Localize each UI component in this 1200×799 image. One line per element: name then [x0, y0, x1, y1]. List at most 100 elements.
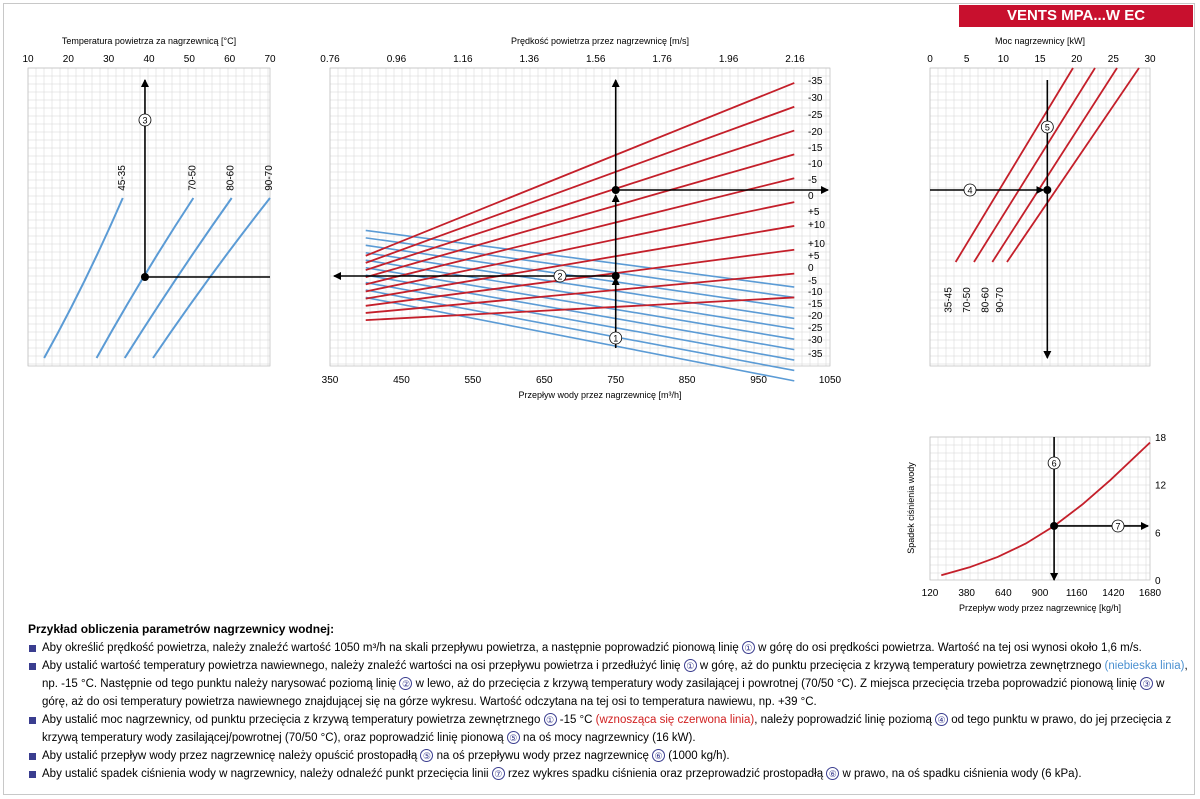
pressure-x-tick: 640 — [995, 588, 1012, 599]
notes-list: Aby określić prędkość powietrza, należy … — [28, 639, 1188, 783]
step-1-label-circle — [609, 331, 623, 345]
note-item: Aby określić prędkość powietrza, należy … — [28, 639, 1188, 657]
step-4-label: 4 — [967, 186, 972, 196]
note-text-part: Aby ustalić spadek ciśnienia wody w nagr… — [42, 768, 492, 780]
blue-line-label: -30 — [808, 335, 823, 346]
air-temp-line-+10 — [365, 229, 795, 288]
power-tick-label: 10 — [998, 54, 1010, 65]
temp-curve-label: 45-35 — [117, 165, 128, 191]
step-number-badge: ⑥ — [826, 767, 840, 781]
pressure-panel-grid — [929, 436, 1150, 580]
pressure-x-tick: 380 — [958, 588, 975, 599]
velocity-tick-label: 1.96 — [719, 54, 739, 65]
blue-line-label: -5 — [808, 276, 817, 287]
power-tick-label: 30 — [1144, 54, 1156, 65]
flow-tick-label: 950 — [750, 375, 767, 386]
page-frame — [3, 3, 1195, 795]
air-temp-line-+5 — [365, 237, 795, 299]
step-number-badge: ① — [543, 713, 557, 727]
temp-tick-label: 40 — [143, 54, 155, 65]
blue-line-label: -20 — [808, 311, 823, 322]
grid-border — [329, 67, 831, 367]
power-curve-label: 90-70 — [995, 287, 1006, 313]
water-temp-line--5 — [365, 225, 795, 300]
step-5-label-circle — [1040, 120, 1054, 134]
step-1-label: 1 — [613, 334, 618, 344]
red-line-label: +5 — [808, 207, 820, 218]
air-temp-line--35 — [365, 296, 795, 382]
water-temp-line--30 — [365, 105, 795, 264]
power-curve-label: 70-50 — [962, 287, 973, 313]
step-3-label: 3 — [142, 116, 147, 126]
power-curve-35-45 — [954, 67, 1074, 263]
note-text-part: w prawo, na oś spadku ciśnienia wody (6 … — [839, 768, 1082, 780]
temp-curve-label: 70-50 — [187, 165, 198, 191]
power-tick-label: 25 — [1108, 54, 1120, 65]
note-text-part: Aby ustalić moc nagrzewnicy, od punktu p… — [42, 714, 544, 726]
power-tick-label: 15 — [1034, 54, 1046, 65]
water-temp-line--15 — [365, 177, 795, 286]
step-number-badge: ⑤ — [420, 749, 434, 763]
blue-line-label: -35 — [808, 349, 823, 360]
red-line-label: -20 — [808, 127, 823, 138]
velocity-tick-label: 1.56 — [586, 54, 606, 65]
power-curve-70-50 — [973, 67, 1096, 263]
velocity-axis-title: Prędkość powietrza przez nagrzewnicę [m/… — [511, 36, 689, 46]
power-curve-90-70 — [1006, 67, 1140, 263]
blue-line-label: -10 — [808, 287, 823, 298]
step-number-badge: ⑤ — [506, 731, 520, 745]
red-line-label: -5 — [808, 175, 817, 186]
step-number-badge: ⑦ — [491, 767, 505, 781]
velocity-tick-label: 1.16 — [453, 54, 473, 65]
temp-tick-label: 10 — [22, 54, 34, 65]
red-line-label: -10 — [808, 159, 823, 170]
step-number-badge: ① — [683, 659, 697, 673]
step-number-badge: ③ — [1139, 677, 1153, 691]
pressure-y-tick: 12 — [1155, 481, 1167, 492]
flow-tick-label: 650 — [536, 375, 553, 386]
note-text-part: na oś mocy nagrzewnicy (16 kW). — [519, 732, 696, 744]
air-temp-line--10 — [365, 259, 795, 330]
flow-axis-title: Przepływ wody przez nagrzewnicę [m³/h] — [518, 390, 681, 400]
step-2-label-circle — [553, 269, 567, 283]
pressure-y-tick: 18 — [1155, 433, 1167, 444]
grid-border — [929, 436, 1151, 581]
note-item: Aby ustalić przepływ wody przez nagrzewn… — [28, 747, 1188, 765]
step-3-label-circle — [138, 113, 152, 127]
power-tick-label: 20 — [1071, 54, 1083, 65]
step-number-badge: ④ — [935, 713, 949, 727]
note-item: Aby ustalić wartość temperatury powietrz… — [28, 657, 1188, 711]
temp-axis-title: Temperatura powietrza za nagrzewnicą [°C… — [62, 36, 236, 46]
blue-line-label: -25 — [808, 323, 823, 334]
note-item: Aby ustalić moc nagrzewnicy, od punktu p… — [28, 711, 1188, 747]
pressure-x-tick: 1160 — [1066, 588, 1088, 599]
blue-line-label: 0 — [808, 263, 814, 274]
power-curve-label: 35-45 — [944, 287, 955, 313]
note-text-part: w górę, aż do osi temperatury powietrza … — [42, 678, 1165, 708]
flow-tick-label: 850 — [679, 375, 696, 386]
red-line-label: -25 — [808, 110, 823, 121]
velocity-tick-label: 0.96 — [387, 54, 407, 65]
note-text-part: Aby ustalić wartość temperatury powietrz… — [42, 660, 684, 672]
water-temp-line-+5 — [365, 272, 795, 314]
water-temp-line--20 — [365, 153, 795, 279]
note-text-part: , np. -15 °C. Następnie od tego punktu n… — [42, 660, 1188, 690]
note-text-part: , należy poprowadzić linię poziomą — [754, 714, 936, 726]
water-temp-line--25 — [365, 129, 795, 271]
temp-tick-label: 50 — [184, 54, 196, 65]
blue-line-label: +10 — [808, 239, 825, 250]
note-text-part: w lewo, aż do przecięcia z krzywą temper… — [412, 678, 1140, 690]
note-text-part: (niebieska linia) — [1104, 660, 1185, 672]
power-panel-grid — [929, 67, 1150, 366]
pressure-curve — [941, 441, 1151, 577]
note-text-part: na oś przepływu wody przez nagrzewnicę — [433, 750, 653, 762]
blue-line-label: -15 — [808, 299, 823, 310]
note-text-part: Aby ustalić przepływ wody przez nagrzewn… — [42, 750, 421, 762]
blue-line-label: +5 — [808, 251, 820, 262]
red-line-label: +10 — [808, 220, 825, 231]
velocity-tick-label: 2.16 — [785, 54, 805, 65]
grid-border — [27, 67, 271, 367]
red-line-label: -15 — [808, 143, 823, 154]
pressure-x-tick: 1420 — [1102, 588, 1125, 599]
temp-tick-label: 60 — [224, 54, 236, 65]
